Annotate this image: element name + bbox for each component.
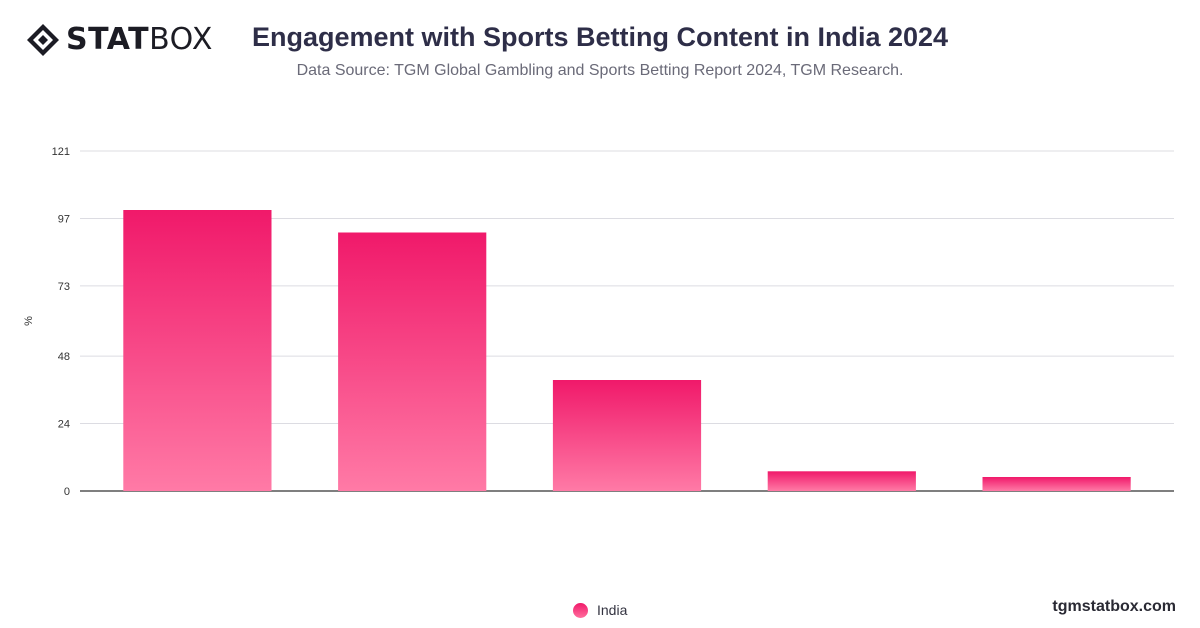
bar-1[interactable] <box>123 210 272 491</box>
statbox-diamond-icon <box>27 24 59 56</box>
statbox-logo: STATBOX <box>26 22 213 58</box>
bar-2[interactable] <box>338 232 487 492</box>
site-url[interactable]: tgmstatbox.com <box>1052 598 1176 615</box>
bars <box>123 210 1131 492</box>
chart-subtitle: Data Source: TGM Global Gambling and Spo… <box>296 62 904 79</box>
y-tick-label: 24 <box>58 419 70 431</box>
y-tick-label: 48 <box>58 351 70 363</box>
bar-5[interactable] <box>982 477 1131 491</box>
bar-4[interactable] <box>767 471 916 491</box>
y-tick-label: 73 <box>58 281 70 293</box>
legend[interactable]: India <box>573 602 627 618</box>
logo-bold-text: STAT <box>66 22 150 57</box>
bar-3[interactable] <box>552 380 702 491</box>
legend-swatch-india <box>573 602 588 618</box>
chart-title: Engagement with Sports Betting Content i… <box>251 22 949 52</box>
legend-label-india: India <box>597 602 628 618</box>
logo-light-text: BOX <box>149 22 213 57</box>
logo-wordmark: STATBOX <box>66 22 213 58</box>
y-tick-label: 0 <box>64 486 70 498</box>
y-axis-ticks: 0 24 48 73 97 121 <box>52 146 70 498</box>
y-tick-label: 97 <box>58 213 70 225</box>
y-axis-label: % <box>23 316 35 326</box>
y-tick-label: 121 <box>52 146 70 158</box>
